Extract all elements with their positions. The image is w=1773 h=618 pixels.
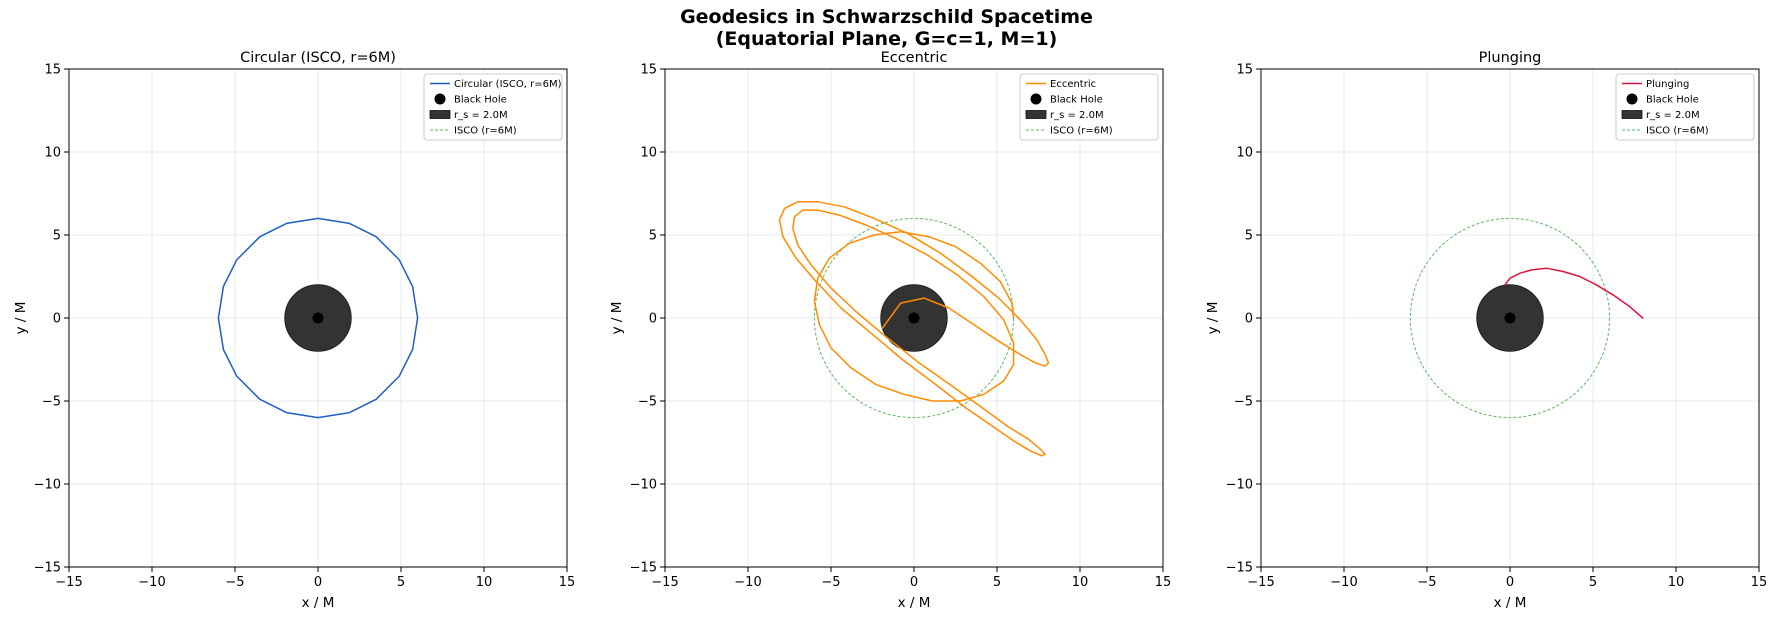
y-tick-label: −10 (1226, 478, 1253, 493)
y-tick-label: 0 (53, 312, 61, 327)
orbit-line (778, 201, 1050, 457)
black-hole-point (908, 312, 920, 324)
x-tick-label: 10 (1668, 575, 1685, 590)
y-tick-label: 5 (53, 229, 61, 244)
y-tick-label: 5 (649, 229, 657, 244)
legend: Circular (ISCO, r=6M) Black Hole r_s = 2.0… (423, 73, 563, 141)
orbit-line (1504, 267, 1644, 319)
y-tick-label: −15 (1226, 561, 1253, 576)
x-tick-label: 0 (910, 575, 918, 590)
legend: Plunging Black Hole r_s = 2.0M ISCO (r=6M) (1615, 73, 1755, 141)
legend-black-hole-marker (1626, 93, 1638, 105)
x-tick-label: −15 (55, 575, 82, 590)
y-tick-label: −5 (1234, 395, 1253, 410)
x-tick-label: 5 (397, 575, 405, 590)
legend-orbit-label: Plunging (1646, 79, 1689, 90)
x-tick-label: −5 (821, 575, 840, 590)
subplot-title: Plunging (1479, 50, 1542, 66)
x-tick-label: −15 (651, 575, 678, 590)
legend-horizon-label: r_s = 2.0M (1050, 110, 1104, 121)
subplot-3: −15 −10 −5 0 5 10 15 −15 −10 −5 0 5 10 15 Plunging x / … (1205, 50, 1767, 611)
legend-orbit-label: Eccentric (1050, 79, 1096, 90)
plot-area (1409, 217, 1644, 419)
legend-orbit-label: Circular (ISCO, r=6M) (454, 79, 562, 90)
legend-isco-label: ISCO (r=6M) (454, 126, 517, 137)
x-tick-label: −10 (138, 575, 165, 590)
x-tick-label: 15 (1751, 575, 1768, 590)
legend-black-hole-label: Black Hole (1646, 95, 1699, 106)
legend-black-hole-label: Black Hole (454, 95, 507, 106)
x-tick-label: 0 (314, 575, 322, 590)
legend-box (1019, 73, 1159, 141)
y-axis-label: y / M (13, 302, 29, 335)
figure-title-line-2: (Equatorial Plane, G=c=1, M=1) (715, 28, 1058, 50)
legend-isco-label: ISCO (r=6M) (1646, 126, 1709, 137)
y-tick-label: 15 (1236, 63, 1253, 78)
y-tick-label: 15 (640, 63, 657, 78)
y-tick-label: 10 (640, 146, 657, 161)
y-axis-label: y / M (609, 302, 625, 335)
y-tick-label: −15 (34, 561, 61, 576)
y-tick-label: −5 (42, 395, 61, 410)
black-hole-point (1504, 312, 1516, 324)
y-tick-label: −10 (630, 478, 657, 493)
y-tick-label: −15 (630, 561, 657, 576)
legend-horizon-swatch (429, 110, 451, 119)
legend-black-hole-label: Black Hole (1050, 95, 1103, 106)
figure-title: Geodesics in Schwarzschild Spacetime (Eq… (0, 6, 1773, 50)
y-axis-label: y / M (1205, 302, 1221, 335)
legend-black-hole-marker (434, 93, 446, 105)
x-axis-label: x / M (898, 595, 931, 611)
x-axis-label: x / M (1494, 595, 1527, 611)
x-tick-label: −5 (1417, 575, 1436, 590)
x-tick-label: −15 (1247, 575, 1274, 590)
isco-circle (1409, 217, 1611, 419)
subplot-title: Circular (ISCO, r=6M) (240, 50, 396, 66)
y-tick-label: −10 (34, 478, 61, 493)
plot-area (217, 217, 419, 419)
plot-area (778, 201, 1050, 457)
y-tick-label: −5 (638, 395, 657, 410)
subplot-1: −15 −10 −5 0 5 10 15 −15 −10 −5 0 5 10 15 Circular (IS… (13, 50, 575, 611)
y-tick-label: 10 (44, 146, 61, 161)
legend-black-hole-marker (1030, 93, 1042, 105)
legend-isco-label: ISCO (r=6M) (1050, 126, 1113, 137)
x-tick-label: −10 (1330, 575, 1357, 590)
x-tick-label: 10 (1072, 575, 1089, 590)
x-tick-label: −5 (225, 575, 244, 590)
legend-horizon-label: r_s = 2.0M (454, 110, 508, 121)
legend-horizon-swatch (1621, 110, 1643, 119)
y-tick-label: 10 (1236, 146, 1253, 161)
legend-box (1615, 73, 1755, 141)
legend-box (423, 73, 563, 141)
x-tick-label: 15 (1155, 575, 1172, 590)
y-tick-label: 15 (44, 63, 61, 78)
subplot-2: −15 −10 −5 0 5 10 15 −15 −10 −5 0 5 10 15 Eccentric x /… (609, 50, 1171, 611)
figure-title-line-1: Geodesics in Schwarzschild Spacetime (680, 6, 1093, 28)
black-hole-point (312, 312, 324, 324)
y-tick-label: 0 (1245, 312, 1253, 327)
legend-horizon-swatch (1025, 110, 1047, 119)
x-tick-label: 5 (1589, 575, 1597, 590)
y-tick-label: 5 (1245, 229, 1253, 244)
x-tick-label: 5 (993, 575, 1001, 590)
x-tick-label: 0 (1506, 575, 1514, 590)
legend-horizon-label: r_s = 2.0M (1646, 110, 1700, 121)
subplot-title: Eccentric (881, 50, 948, 66)
legend: Eccentric Black Hole r_s = 2.0M ISCO (r=6M) (1019, 73, 1159, 141)
x-tick-label: 15 (559, 575, 576, 590)
x-tick-label: 10 (476, 575, 493, 590)
x-tick-label: −10 (734, 575, 761, 590)
orbit-line (217, 217, 419, 419)
y-tick-label: 0 (649, 312, 657, 327)
x-axis-label: x / M (302, 595, 335, 611)
